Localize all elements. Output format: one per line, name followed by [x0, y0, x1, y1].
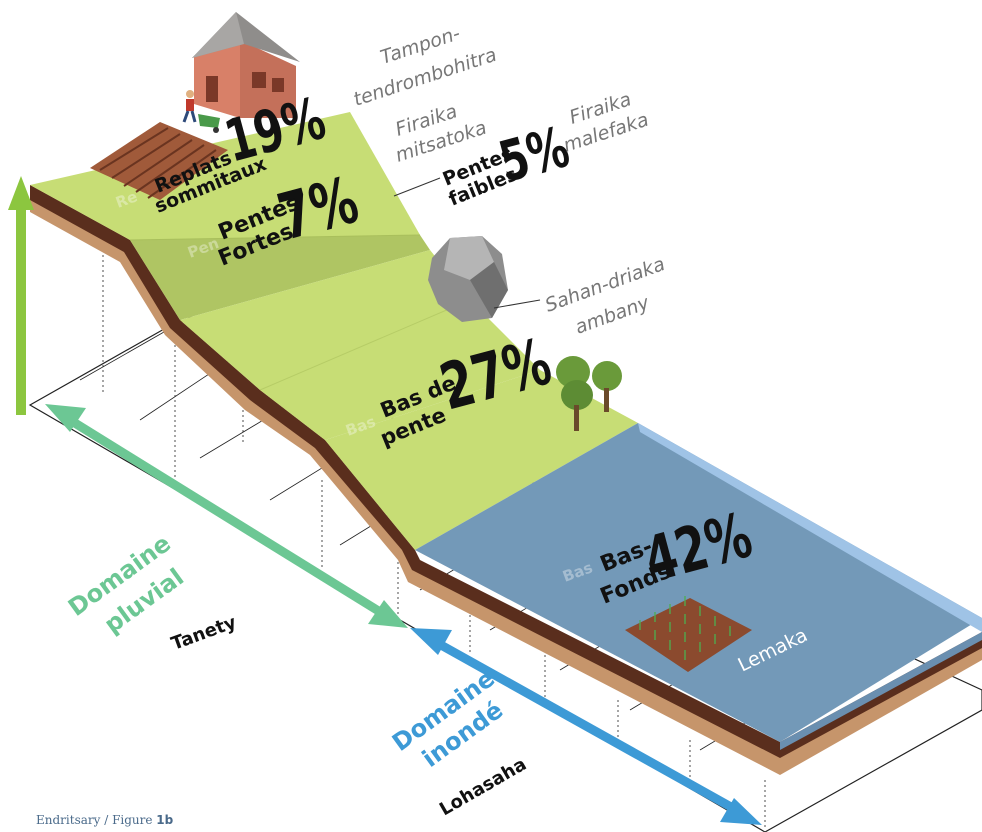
water-basin: [415, 423, 982, 750]
pluvial-arrow: [45, 404, 408, 628]
domain-inonde-local: Lohasaha: [436, 754, 530, 820]
plowed-field: [90, 122, 228, 200]
figure-credit: Endritsary / Figure 1b: [36, 813, 173, 827]
rock-icon: [428, 236, 508, 322]
credit-figure-number: 1b: [156, 813, 174, 827]
inonde-arrow: [410, 628, 762, 825]
leader-lines: [393, 177, 541, 309]
house-icon: [192, 12, 300, 118]
terrain-surface: [30, 112, 638, 550]
domain-pluvial-local: Tanety: [169, 612, 240, 655]
credit-author: Endritsary / Figure: [36, 813, 157, 827]
farmer-icon: [182, 90, 220, 133]
rice-field: [625, 596, 752, 672]
elevation-arrow: [8, 176, 34, 415]
tree-icon: [556, 356, 622, 431]
domain-pluvial: Domaine pluvial Tanety: [63, 529, 239, 655]
soil-layers: [30, 185, 982, 775]
